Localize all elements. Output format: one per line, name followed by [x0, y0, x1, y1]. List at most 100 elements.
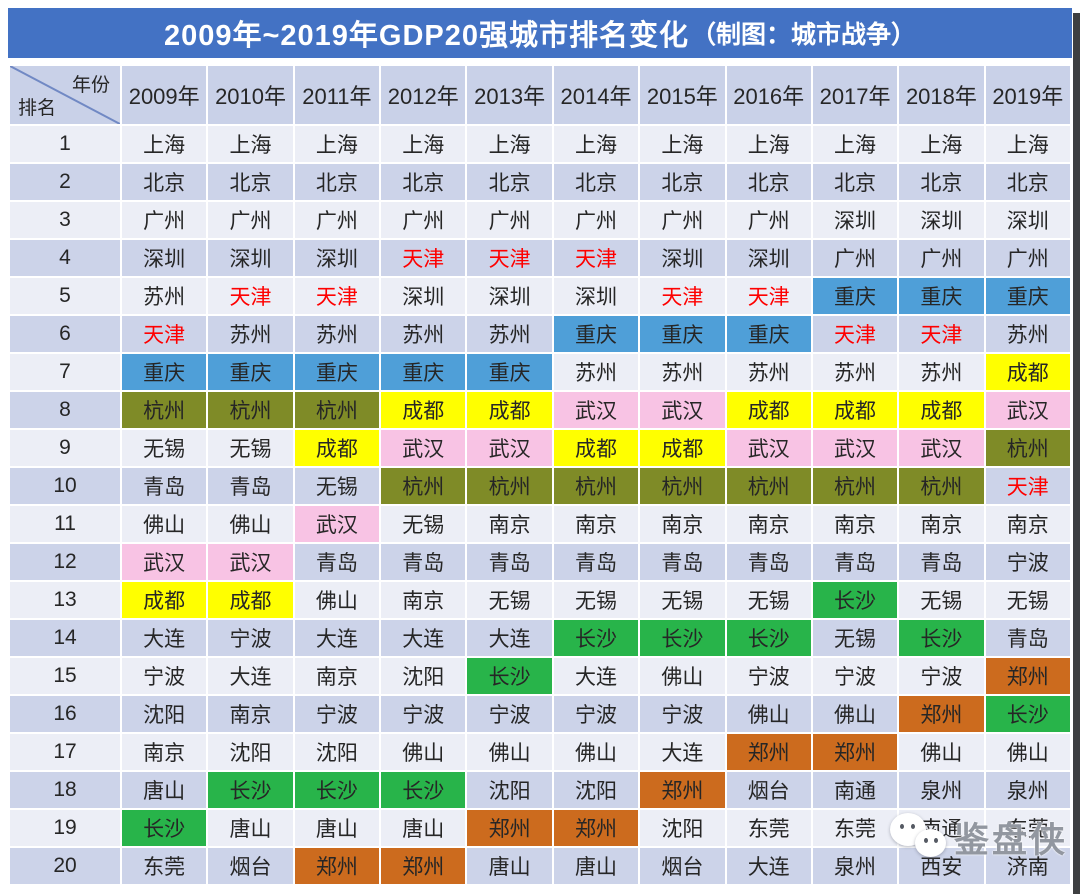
table-row: 10 青岛 青岛 无锡 杭州 杭州 杭州 杭州 杭州 杭州 杭州 天津	[10, 468, 1070, 504]
city-cell: 南京	[985, 506, 1070, 542]
city-cell: 南京	[381, 582, 466, 618]
city-cell: 成都	[553, 430, 639, 466]
city-cell: 佛山	[208, 506, 293, 542]
city-cell: 北京	[208, 164, 293, 200]
city-cell: 长沙	[812, 582, 898, 618]
city-cell: 杭州	[812, 468, 898, 504]
city-cell: 苏州	[899, 354, 984, 390]
city-cell: 深圳	[812, 202, 898, 238]
rank-cell: 20	[10, 848, 120, 884]
city-cell: 天津	[467, 240, 552, 276]
table-row: 16 沈阳 南京 宁波 宁波 宁波 宁波 宁波 佛山 佛山 郑州 长沙	[10, 696, 1070, 732]
table-row: 7 重庆 重庆 重庆 重庆 重庆 苏州 苏州 苏州 苏州 苏州 成都	[10, 354, 1070, 390]
city-cell: 北京	[640, 164, 725, 200]
city-cell: 成都	[467, 392, 552, 428]
city-cell: 成都	[899, 392, 984, 428]
city-cell: 广州	[122, 202, 207, 238]
city-cell: 重庆	[381, 354, 466, 390]
city-cell: 广州	[553, 202, 639, 238]
city-cell: 广州	[899, 240, 984, 276]
city-cell: 重庆	[640, 316, 725, 352]
diagonal-divider-line	[10, 66, 120, 124]
city-cell: 广州	[381, 202, 466, 238]
city-cell: 青岛	[553, 544, 639, 580]
city-cell: 上海	[294, 126, 380, 162]
city-cell: 唐山	[294, 810, 380, 846]
rank-cell: 8	[10, 392, 120, 428]
year-header-2010: 2010年	[208, 66, 293, 124]
city-cell: 长沙	[294, 772, 380, 808]
city-cell: 武汉	[467, 430, 552, 466]
city-cell: 无锡	[553, 582, 639, 618]
city-cell: 北京	[294, 164, 380, 200]
city-cell: 苏州	[208, 316, 293, 352]
city-cell: 天津	[726, 278, 811, 314]
rank-cell: 5	[10, 278, 120, 314]
city-cell: 长沙	[208, 772, 293, 808]
city-cell: 青岛	[985, 620, 1070, 656]
year-header-2014: 2014年	[553, 66, 639, 124]
city-cell: 深圳	[467, 278, 552, 314]
city-cell: 宁波	[381, 696, 466, 732]
city-cell: 宁波	[294, 696, 380, 732]
city-cell: 无锡	[381, 506, 466, 542]
city-cell: 重庆	[985, 278, 1070, 314]
table-row: 3 广州 广州 广州 广州 广州 广州 广州 广州 深圳 深圳 深圳	[10, 202, 1070, 238]
year-header-2012: 2012年	[381, 66, 466, 124]
city-cell: 无锡	[208, 430, 293, 466]
city-cell: 北京	[985, 164, 1070, 200]
city-cell: 大连	[726, 848, 811, 884]
city-cell: 佛山	[381, 734, 466, 770]
city-cell: 宁波	[553, 696, 639, 732]
city-cell: 武汉	[985, 392, 1070, 428]
corner-cell: 年份 排名	[10, 66, 120, 124]
city-cell: 杭州	[294, 392, 380, 428]
city-cell: 南京	[208, 696, 293, 732]
city-cell: 深圳	[640, 240, 725, 276]
city-cell: 长沙	[726, 620, 811, 656]
city-cell: 天津	[640, 278, 725, 314]
city-cell: 宁波	[122, 658, 207, 694]
city-cell: 无锡	[294, 468, 380, 504]
table-row: 9 无锡 无锡 成都 武汉 武汉 成都 成都 武汉 武汉 武汉 杭州	[10, 430, 1070, 466]
table-row: 17 南京 沈阳 沈阳 佛山 佛山 佛山 大连 郑州 郑州 佛山 佛山	[10, 734, 1070, 770]
year-header-2009: 2009年	[122, 66, 207, 124]
city-cell: 宁波	[899, 658, 984, 694]
city-cell: 上海	[467, 126, 552, 162]
city-cell: 重庆	[812, 278, 898, 314]
year-header-2019: 2019年	[985, 66, 1070, 124]
rank-cell: 19	[10, 810, 120, 846]
city-cell: 郑州	[294, 848, 380, 884]
city-cell: 天津	[553, 240, 639, 276]
city-cell: 东莞	[985, 810, 1070, 846]
city-cell: 苏州	[122, 278, 207, 314]
city-cell: 深圳	[208, 240, 293, 276]
city-cell: 北京	[467, 164, 552, 200]
table-row: 8 杭州 杭州 杭州 成都 成都 武汉 武汉 成都 成都 成都 武汉	[10, 392, 1070, 428]
city-cell: 东莞	[122, 848, 207, 884]
title-bar: 2009年~2019年GDP20强城市排名变化 （制图：城市战争）	[8, 8, 1072, 58]
rank-cell: 18	[10, 772, 120, 808]
city-cell: 苏州	[985, 316, 1070, 352]
year-header-2017: 2017年	[812, 66, 898, 124]
city-cell: 烟台	[208, 848, 293, 884]
rank-cell: 13	[10, 582, 120, 618]
city-cell: 青岛	[640, 544, 725, 580]
year-header-2011: 2011年	[294, 66, 380, 124]
city-cell: 泉州	[899, 772, 984, 808]
city-cell: 南京	[553, 506, 639, 542]
city-cell: 佛山	[985, 734, 1070, 770]
city-cell: 杭州	[208, 392, 293, 428]
city-cell: 武汉	[640, 392, 725, 428]
city-cell: 宁波	[640, 696, 725, 732]
city-cell: 无锡	[812, 620, 898, 656]
city-cell: 成都	[294, 430, 380, 466]
city-cell: 深圳	[294, 240, 380, 276]
city-cell: 长沙	[122, 810, 207, 846]
city-cell: 大连	[122, 620, 207, 656]
city-cell: 广州	[467, 202, 552, 238]
right-shadow-strip	[1073, 13, 1080, 894]
city-cell: 郑州	[467, 810, 552, 846]
city-cell: 杭州	[467, 468, 552, 504]
